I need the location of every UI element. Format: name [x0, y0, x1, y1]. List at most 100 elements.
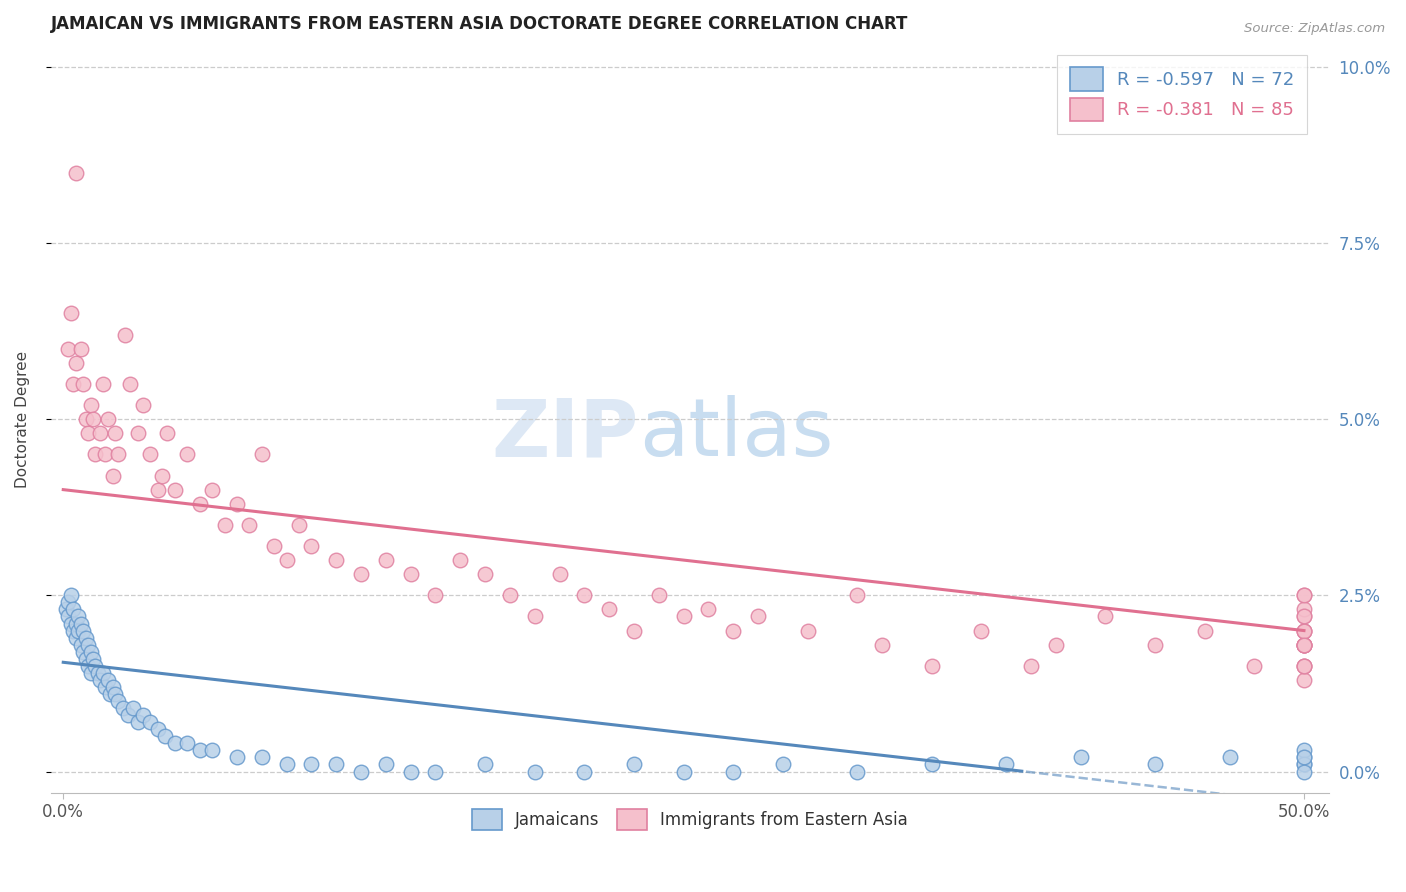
Point [299, 539, 322, 553]
Point [499, 588, 522, 602]
Point [67, 624, 90, 638]
Point [139, 715, 162, 730]
Point [82, 412, 104, 426]
Point [623, 624, 645, 638]
Point [79, 645, 101, 659]
Point [163, 736, 186, 750]
Point [146, 723, 169, 737]
Point [846, 764, 869, 779]
Point [574, 764, 596, 779]
Point [399, 764, 422, 779]
Point [139, 447, 162, 461]
Point [82, 652, 104, 666]
Point [921, 757, 943, 772]
Point [672, 609, 695, 624]
Point [350, 764, 373, 779]
Point [62, 376, 84, 391]
Point [250, 750, 273, 764]
Point [84, 447, 107, 461]
Point [226, 750, 249, 764]
Point [1292, 609, 1315, 624]
Point [79, 398, 101, 412]
Point [107, 694, 129, 708]
Point [146, 483, 169, 497]
Point [107, 447, 129, 461]
Point [127, 715, 149, 730]
Point [523, 609, 546, 624]
Point [1292, 673, 1315, 687]
Point [75, 631, 97, 645]
Point [747, 609, 769, 624]
Legend: Jamaicans, Immigrants from Eastern Asia: Jamaicans, Immigrants from Eastern Asia [465, 802, 914, 837]
Point [69, 616, 91, 631]
Point [163, 483, 186, 497]
Text: ZIP: ZIP [492, 395, 638, 473]
Point [325, 757, 347, 772]
Point [1194, 624, 1216, 638]
Point [263, 539, 285, 553]
Point [59, 588, 82, 602]
Point [374, 757, 396, 772]
Point [325, 553, 347, 567]
Point [101, 680, 124, 694]
Point [299, 757, 322, 772]
Point [1292, 750, 1315, 764]
Point [1292, 743, 1315, 757]
Point [1292, 638, 1315, 652]
Point [201, 483, 224, 497]
Point [65, 165, 87, 179]
Point [1292, 658, 1315, 673]
Point [399, 567, 422, 582]
Point [425, 764, 447, 779]
Point [87, 665, 110, 680]
Point [77, 426, 100, 441]
Point [69, 342, 91, 356]
Point [523, 764, 546, 779]
Point [156, 426, 179, 441]
Y-axis label: Doctorate Degree: Doctorate Degree [15, 351, 30, 488]
Point [1094, 609, 1116, 624]
Point [75, 652, 97, 666]
Point [131, 398, 153, 412]
Point [58, 342, 80, 356]
Point [970, 624, 993, 638]
Point [69, 638, 91, 652]
Point [120, 376, 142, 391]
Point [101, 468, 124, 483]
Point [79, 665, 101, 680]
Point [75, 412, 97, 426]
Point [1292, 588, 1315, 602]
Point [425, 588, 447, 602]
Point [921, 658, 943, 673]
Point [94, 447, 117, 461]
Point [89, 673, 111, 687]
Point [1292, 624, 1315, 638]
Point [1292, 658, 1315, 673]
Point [250, 447, 273, 461]
Point [672, 764, 695, 779]
Point [276, 553, 298, 567]
Point [176, 447, 198, 461]
Point [1292, 764, 1315, 779]
Point [176, 736, 198, 750]
Point [62, 624, 84, 638]
Point [77, 638, 100, 652]
Point [59, 616, 82, 631]
Point [1292, 602, 1315, 616]
Point [1292, 609, 1315, 624]
Point [796, 624, 818, 638]
Point [1292, 624, 1315, 638]
Point [1292, 658, 1315, 673]
Point [1292, 638, 1315, 652]
Point [131, 708, 153, 723]
Point [1045, 638, 1067, 652]
Point [846, 588, 869, 602]
Point [65, 356, 87, 370]
Point [91, 376, 114, 391]
Point [91, 665, 114, 680]
Point [62, 602, 84, 616]
Point [449, 553, 471, 567]
Point [72, 376, 94, 391]
Point [72, 624, 94, 638]
Point [648, 588, 671, 602]
